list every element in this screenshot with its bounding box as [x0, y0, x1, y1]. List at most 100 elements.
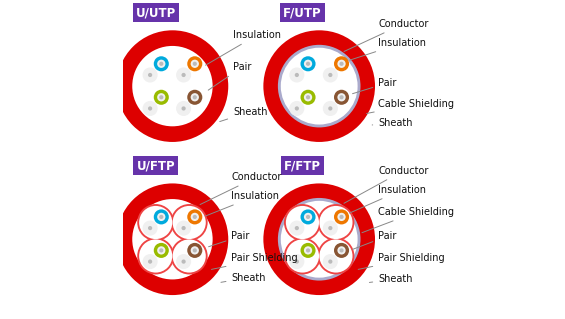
Circle shape	[328, 73, 332, 77]
Circle shape	[323, 101, 338, 116]
Circle shape	[295, 226, 299, 230]
Circle shape	[187, 56, 202, 71]
Text: Pair Shielding: Pair Shielding	[358, 253, 445, 269]
Text: Pair: Pair	[353, 231, 397, 249]
Circle shape	[159, 62, 163, 66]
Circle shape	[176, 220, 191, 236]
Circle shape	[176, 254, 191, 269]
Circle shape	[181, 259, 186, 264]
Circle shape	[293, 104, 301, 113]
Circle shape	[281, 201, 358, 278]
Text: Pair: Pair	[208, 231, 250, 247]
Circle shape	[293, 224, 301, 232]
Circle shape	[337, 60, 346, 68]
Circle shape	[304, 213, 312, 221]
Circle shape	[154, 56, 169, 71]
Circle shape	[148, 106, 152, 111]
Circle shape	[289, 67, 305, 83]
Circle shape	[157, 60, 166, 68]
Circle shape	[306, 248, 310, 253]
Circle shape	[318, 238, 354, 274]
Circle shape	[193, 248, 197, 253]
Circle shape	[193, 95, 197, 100]
Circle shape	[159, 95, 163, 100]
Circle shape	[295, 259, 299, 264]
Circle shape	[301, 90, 316, 105]
Circle shape	[190, 93, 199, 101]
Circle shape	[148, 73, 152, 77]
Circle shape	[326, 257, 334, 266]
Circle shape	[318, 204, 354, 241]
Circle shape	[326, 224, 334, 232]
Text: Insulation: Insulation	[206, 30, 281, 65]
Circle shape	[180, 71, 188, 79]
Circle shape	[295, 73, 299, 77]
Circle shape	[293, 71, 301, 79]
Circle shape	[142, 101, 158, 116]
Circle shape	[319, 206, 353, 239]
Circle shape	[263, 30, 375, 142]
Circle shape	[337, 213, 346, 221]
Circle shape	[180, 224, 188, 232]
Circle shape	[159, 215, 163, 219]
Circle shape	[337, 93, 346, 101]
Circle shape	[334, 56, 349, 71]
Circle shape	[148, 226, 152, 230]
Text: Conductor: Conductor	[344, 166, 429, 203]
Text: Insulation: Insulation	[350, 185, 426, 213]
Circle shape	[289, 254, 305, 269]
Text: Insulation: Insulation	[206, 191, 280, 216]
Circle shape	[337, 246, 346, 255]
Circle shape	[328, 106, 332, 111]
Circle shape	[334, 90, 349, 105]
Circle shape	[340, 248, 344, 253]
Text: Sheath: Sheath	[372, 118, 412, 128]
Circle shape	[148, 259, 152, 264]
Circle shape	[334, 209, 349, 225]
Circle shape	[181, 106, 186, 111]
Circle shape	[304, 246, 312, 255]
Circle shape	[142, 254, 158, 269]
Text: Sheath: Sheath	[220, 107, 268, 122]
Circle shape	[190, 60, 199, 68]
Text: Pair: Pair	[208, 62, 251, 90]
Circle shape	[139, 240, 172, 272]
Circle shape	[340, 95, 344, 100]
Circle shape	[137, 204, 174, 241]
Text: Conductor: Conductor	[200, 172, 282, 204]
Circle shape	[289, 101, 305, 116]
Circle shape	[173, 240, 206, 272]
Circle shape	[306, 62, 310, 66]
Circle shape	[326, 104, 334, 113]
Text: Sheath: Sheath	[370, 274, 412, 284]
Circle shape	[193, 62, 197, 66]
Circle shape	[146, 257, 154, 266]
Text: Insulation: Insulation	[350, 38, 426, 60]
Circle shape	[304, 60, 312, 68]
Circle shape	[304, 93, 312, 101]
Circle shape	[301, 56, 316, 71]
Circle shape	[306, 215, 310, 219]
Circle shape	[171, 204, 208, 241]
Circle shape	[193, 215, 197, 219]
Circle shape	[286, 240, 319, 272]
Circle shape	[180, 104, 188, 113]
Circle shape	[132, 46, 212, 126]
Circle shape	[181, 226, 186, 230]
Circle shape	[154, 243, 169, 258]
Circle shape	[293, 257, 301, 266]
Circle shape	[180, 257, 188, 266]
Circle shape	[154, 209, 169, 225]
Circle shape	[340, 62, 344, 66]
Text: Conductor: Conductor	[344, 19, 429, 51]
Circle shape	[187, 90, 202, 105]
Circle shape	[306, 95, 310, 100]
Circle shape	[139, 206, 172, 239]
Circle shape	[263, 183, 375, 295]
Text: Pair Shielding: Pair Shielding	[211, 253, 298, 269]
Circle shape	[142, 67, 158, 83]
Circle shape	[187, 209, 202, 225]
Circle shape	[319, 240, 353, 272]
Circle shape	[278, 198, 360, 281]
Circle shape	[284, 238, 321, 274]
